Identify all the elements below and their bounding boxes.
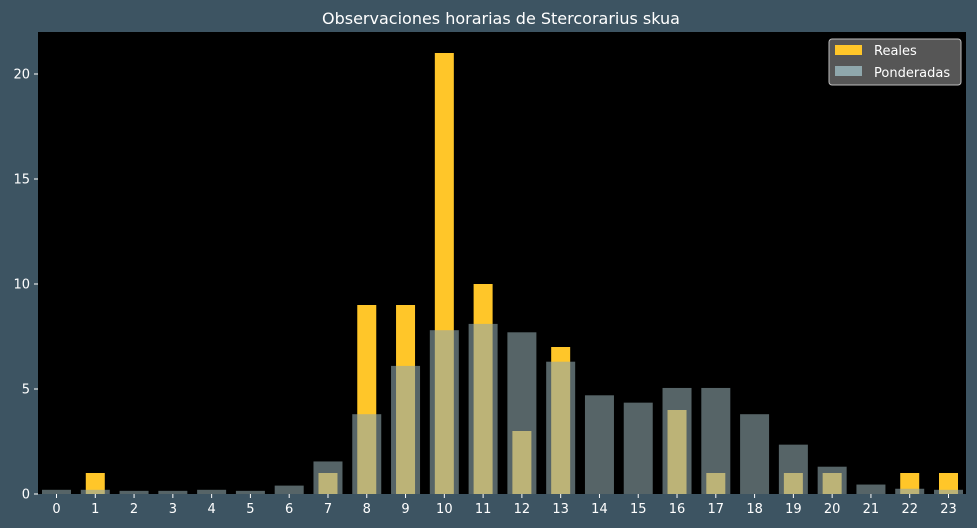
series-ponderadas [42, 323, 963, 494]
x-axis: 0 1 2 3 4 5 6 7 8 9 10 11 12 13 14 15 16 17 18 19 20 21 22 23 [52, 494, 957, 517]
bar-reales-23 [939, 473, 958, 494]
bar-ponderadas-7 [313, 461, 343, 494]
y-tick-label: 20 [13, 68, 30, 83]
bar-ponderadas-14 [584, 395, 614, 494]
bar-ponderadas-23 [934, 489, 963, 494]
x-tick-label: 12 [514, 502, 531, 517]
bar-ponderadas-20 [817, 466, 847, 494]
bar-ponderadas-3 [158, 490, 188, 494]
x-tick-label: 3 [169, 502, 177, 517]
x-tick-label: 7 [324, 502, 332, 517]
bar-ponderadas-9 [391, 365, 421, 494]
bar-ponderadas-22 [895, 488, 925, 494]
bar-ponderadas-10 [429, 330, 459, 494]
legend-label-ponderadas: Ponderadas [874, 66, 950, 81]
x-tick-label: 14 [591, 502, 608, 517]
bar-ponderadas-21 [856, 484, 886, 494]
x-tick-label: 2 [130, 502, 138, 517]
x-tick-label: 17 [708, 502, 725, 517]
x-tick-label: 1 [91, 502, 99, 517]
bar-ponderadas-18 [740, 414, 770, 494]
bar-ponderadas-19 [778, 444, 808, 494]
chart-title: Observaciones horarias de Stercorarius s… [322, 9, 680, 28]
x-tick-label: 9 [401, 502, 409, 517]
legend-swatch-reales [835, 45, 862, 55]
y-tick-label: 10 [13, 278, 30, 293]
bar-ponderadas-17 [701, 387, 731, 494]
bar-ponderadas-12 [507, 332, 537, 494]
bar-ponderadas-13 [546, 361, 576, 494]
x-tick-label: 0 [52, 502, 60, 517]
x-tick-label: 21 [863, 502, 880, 517]
y-tick-label: 15 [13, 173, 30, 188]
x-tick-label: 19 [785, 502, 802, 517]
bar-ponderadas-0 [42, 489, 71, 494]
x-tick-label: 13 [552, 502, 569, 517]
y-tick-label: 0 [22, 488, 30, 503]
x-tick-label: 15 [630, 502, 647, 517]
x-tick-label: 6 [285, 502, 293, 517]
x-tick-label: 16 [669, 502, 686, 517]
bar-ponderadas-2 [119, 490, 149, 494]
legend-label-reales: Reales [874, 44, 917, 59]
x-tick-label: 20 [824, 502, 841, 517]
x-tick-label: 23 [940, 502, 957, 517]
x-tick-label: 4 [207, 502, 215, 517]
x-tick-label: 18 [746, 502, 763, 517]
bar-reales-1 [85, 473, 105, 494]
bar-ponderadas-1 [80, 489, 110, 494]
x-tick-label: 5 [246, 502, 254, 517]
x-tick-label: 11 [475, 502, 492, 517]
bar-ponderadas-6 [274, 485, 304, 494]
bar-ponderadas-11 [468, 323, 498, 494]
legend-swatch-ponderadas [835, 66, 862, 76]
bar-ponderadas-5 [235, 490, 265, 494]
x-tick-label: 22 [901, 502, 918, 517]
bar-ponderadas-15 [623, 402, 653, 494]
x-tick-label: 8 [363, 502, 371, 517]
bar-ponderadas-8 [352, 414, 382, 494]
bar-ponderadas-4 [197, 489, 227, 494]
plot-area [38, 32, 966, 494]
x-tick-label: 10 [436, 502, 453, 517]
y-tick-label: 5 [22, 383, 30, 398]
bar-ponderadas-16 [662, 387, 692, 494]
y-axis: 0 5 10 15 20 [13, 68, 38, 503]
legend: Reales Ponderadas [828, 38, 962, 86]
